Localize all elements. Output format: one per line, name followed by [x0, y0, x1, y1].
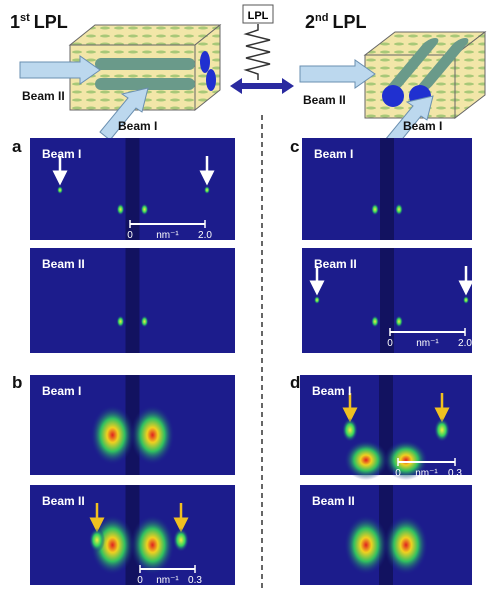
beam-label: Beam II — [22, 89, 65, 103]
title-sup: st — [20, 12, 30, 24]
scale-end: 2.0 — [458, 338, 472, 349]
scatter-blob — [173, 528, 189, 552]
scatter-blob — [342, 418, 358, 442]
title-sup: nd — [315, 12, 328, 24]
scale-start: 0 — [387, 338, 393, 349]
title-number: 1 — [10, 12, 20, 32]
scatter-blob — [131, 515, 175, 575]
beam-label: Beam I — [403, 119, 442, 133]
scale-unit: nm⁻¹ — [156, 230, 179, 241]
beam-label: Beam II — [314, 257, 357, 271]
scale-start: 0 — [395, 468, 401, 479]
beam-label: Beam I — [314, 147, 353, 161]
beam-stop — [126, 248, 140, 353]
spot — [141, 203, 149, 215]
title: 2nd LPL — [305, 12, 366, 32]
panel-label: d — [290, 373, 300, 392]
beam-label: Beam I — [118, 119, 157, 133]
beam-label: Beam I — [42, 147, 81, 161]
scale-unit: nm⁻¹ — [416, 338, 439, 349]
beam-label: Beam II — [303, 93, 346, 107]
beam-label: Beam II — [42, 257, 85, 271]
scatter-blob — [344, 440, 388, 480]
panel-label: b — [12, 373, 22, 392]
title-text: LPL — [34, 12, 68, 32]
spot — [204, 186, 210, 194]
beam-label: Beam I — [312, 384, 351, 398]
scatter-blob — [91, 405, 135, 465]
beam-label: Beam I — [42, 384, 81, 398]
sample-box-right — [300, 32, 485, 148]
scale-unit: nm⁻¹ — [415, 468, 438, 479]
title-number: 2 — [305, 12, 315, 32]
scale-end: 2.0 — [198, 230, 212, 241]
scale-start: 0 — [137, 575, 143, 586]
switch-label: LPL — [248, 10, 269, 22]
spot — [371, 316, 379, 328]
spot — [117, 316, 125, 328]
spot — [314, 296, 320, 304]
title: 1st LPL — [10, 12, 68, 32]
spot — [57, 186, 63, 194]
scale-start: 0 — [127, 230, 133, 241]
beam-stop — [380, 138, 394, 240]
spot — [371, 203, 379, 215]
beam-label: Beam II — [312, 494, 355, 508]
scale-end: 0.3 — [188, 575, 202, 586]
scatter-blob — [89, 528, 105, 552]
beam-label: Beam II — [42, 494, 85, 508]
scatter-blob — [434, 418, 450, 442]
spot — [141, 316, 149, 328]
scale-unit: nm⁻¹ — [156, 575, 179, 586]
spot — [395, 203, 403, 215]
spot — [395, 316, 403, 328]
spot — [117, 203, 125, 215]
figure: 1st LPL 2nd LPL LPL Beam II Beam I Beam II Beam … — [0, 0, 489, 589]
spot — [463, 296, 469, 304]
scatter-blob — [131, 405, 175, 465]
scale-end: 0.3 — [448, 468, 462, 479]
panel-label: c — [290, 137, 299, 156]
scatter-blob — [344, 515, 388, 575]
panel-label: a — [12, 137, 22, 156]
title-text: LPL — [332, 12, 366, 32]
scatter-blob — [384, 515, 428, 575]
